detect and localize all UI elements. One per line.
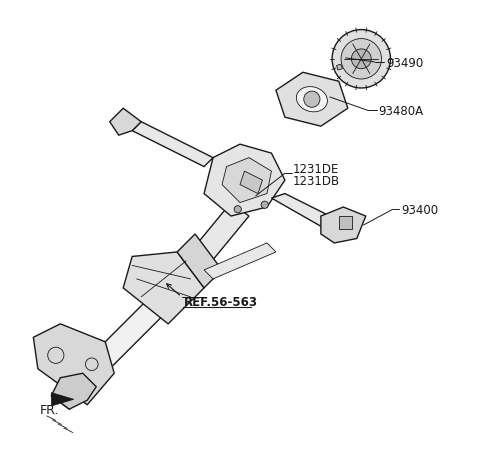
Text: FR.: FR. [40,403,60,416]
Polygon shape [33,324,114,405]
Polygon shape [339,216,352,230]
Polygon shape [132,122,213,167]
Circle shape [234,206,241,213]
Text: 1231DE: 1231DE [293,163,339,176]
Polygon shape [51,279,186,409]
Polygon shape [51,393,74,406]
Polygon shape [321,207,366,244]
Text: REF.56-563: REF.56-563 [184,295,258,308]
Polygon shape [168,203,249,293]
Text: 1231DB: 1231DB [293,175,340,188]
Polygon shape [204,244,276,279]
Ellipse shape [296,87,327,113]
Circle shape [332,31,391,89]
Circle shape [351,50,371,69]
Polygon shape [123,253,204,324]
Circle shape [304,92,320,108]
Polygon shape [336,65,342,71]
Polygon shape [276,73,348,127]
Polygon shape [177,235,222,288]
Polygon shape [51,373,96,409]
Polygon shape [204,145,285,216]
Polygon shape [272,194,348,235]
Polygon shape [240,172,263,194]
Circle shape [341,40,382,80]
Polygon shape [222,158,272,203]
Text: 93400: 93400 [401,203,438,216]
Text: 93480A: 93480A [378,105,423,118]
Circle shape [261,202,268,209]
Polygon shape [110,109,141,136]
Text: 93490: 93490 [386,57,423,70]
